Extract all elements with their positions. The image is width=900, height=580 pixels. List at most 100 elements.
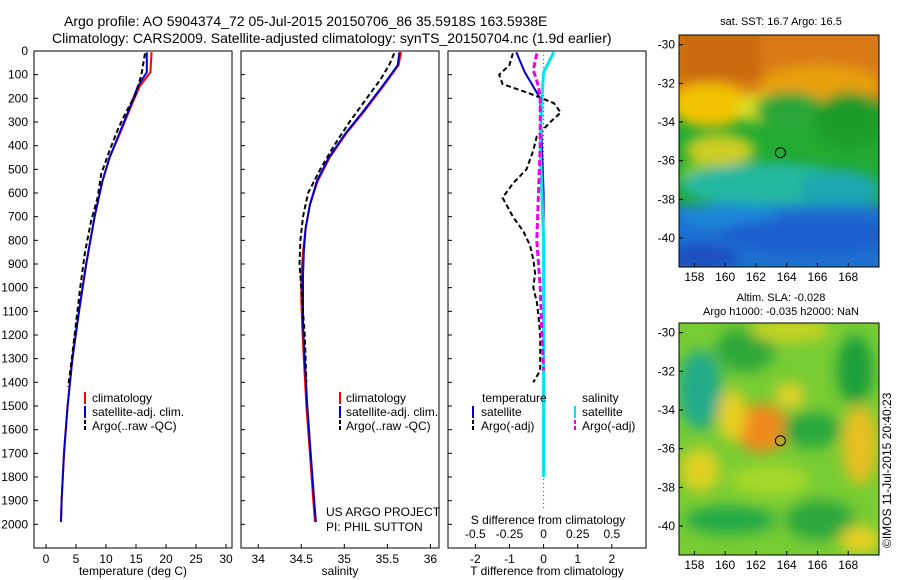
legend-salinity-heading: salinity (582, 391, 619, 405)
series-satellite-adj-clim- (60, 52, 148, 523)
lon-tick-label: 158 (684, 558, 704, 572)
depth-tick-label: 0 (21, 44, 28, 58)
depth-tick-label: 200 (8, 91, 28, 105)
x-tick-label: 35.5 (376, 552, 400, 566)
sla-axes (678, 322, 880, 556)
depth-tick-label: 1000 (1, 281, 28, 295)
legend-salinity-satellite: satellite (582, 405, 623, 419)
legend-temperature-heading: temperature (482, 391, 547, 405)
lon-tick-label: 164 (777, 270, 797, 284)
depth-tick-label: 400 (8, 139, 28, 153)
depth-tick-label: 1700 (1, 446, 28, 460)
x-tick-label: 2 (609, 552, 616, 566)
lat-tick-label: -38 (658, 192, 676, 206)
series-temperature-argo-adj- (498, 53, 563, 383)
lon-tick-label: 166 (807, 270, 827, 284)
lon-tick-label: 160 (715, 270, 735, 284)
lat-tick-label: -40 (658, 519, 676, 533)
series-climatology (300, 52, 403, 523)
depth-tick-label: 300 (8, 115, 28, 129)
x-tick-label: 10 (99, 552, 113, 566)
legend-satellite: satellite-adj. clim. (346, 405, 438, 419)
legend-climatology: climatology (346, 391, 406, 405)
lon-tick-label: 164 (777, 558, 797, 572)
lon-tick-label: 162 (746, 270, 766, 284)
sst-argo-location-marker (774, 147, 786, 159)
series-satellite-adj-clim- (302, 52, 401, 523)
sst-title: sat. SST: 16.7 Argo: 16.5 (720, 16, 842, 28)
lon-tick-label: 162 (746, 558, 766, 572)
x-tick-label: -2 (470, 552, 481, 566)
x-tick-label: 34 (252, 552, 266, 566)
lon-tick-label: 168 (838, 558, 858, 572)
depth-tick-label: 1100 (2, 304, 28, 318)
x-tick-label: 20 (159, 552, 173, 566)
lat-tick-label: -32 (658, 76, 676, 90)
lat-tick-label: -38 (658, 480, 676, 494)
depth-tick-label: 1400 (1, 375, 28, 389)
x-tick-label: 5 (73, 552, 80, 566)
salinity-diff-tick-label: -0.25 (496, 527, 524, 541)
series-argo-raw-qc- (67, 53, 146, 388)
x-tick-label: 1 (574, 552, 581, 566)
lat-tick-label: -34 (658, 115, 676, 129)
temperature-legend: climatology satellite-adj. clim. Argo(..… (84, 391, 184, 433)
climatology-title: Climatology: CARS2009. Satellite-adjuste… (52, 30, 612, 46)
sst-axes (678, 34, 880, 268)
lat-tick-label: -30 (658, 38, 676, 52)
project-name: US ARGO PROJECT (326, 505, 441, 519)
depth-tick-label: 2000 (1, 517, 28, 531)
lon-tick-label: 158 (684, 270, 704, 284)
sla-heatmap (679, 323, 879, 555)
lat-tick-label: -36 (658, 442, 676, 456)
salinity-axes (240, 50, 440, 549)
legend-temperature-argo: Argo(-adj) (481, 419, 534, 433)
series-climatology (60, 52, 153, 523)
legend-salinity-argo: Argo(-adj) (582, 419, 635, 433)
salinity-xlabel: salinity (322, 564, 359, 578)
lat-tick-label: -40 (658, 231, 676, 245)
x-tick-label: 35 (338, 552, 352, 566)
depth-tick-label: 1500 (1, 399, 28, 413)
temperature-axes (33, 50, 233, 549)
legend-satellite: satellite-adj. clim. (92, 405, 184, 419)
temperature-xlabel: temperature (deg C) (79, 564, 187, 578)
lat-tick-label: -30 (658, 326, 676, 340)
lat-tick-label: -36 (658, 154, 676, 168)
x-tick-label: 15 (129, 552, 143, 566)
depth-tick-label: 900 (8, 257, 28, 271)
lat-tick-label: -32 (658, 364, 676, 378)
x-tick-label: 34.5 (290, 552, 314, 566)
salinity-diff-tick-label: -0.5 (465, 527, 486, 541)
principal-investigator: PI: PHIL SUTTON (326, 520, 423, 534)
lon-tick-label: 166 (807, 558, 827, 572)
salinity-diff-tick-label: 0.25 (566, 527, 590, 541)
depth-tick-label: 600 (8, 186, 28, 200)
series-salinity-argo-adj- (531, 53, 546, 371)
legend-temperature-satellite: satellite (481, 405, 522, 419)
legend-climatology: climatology (92, 391, 152, 405)
lat-tick-label: -34 (658, 403, 676, 417)
imos-credit: ©IMOS 11-Jul-2015 20:40:23 (880, 392, 894, 548)
x-tick-label: 0 (540, 552, 547, 566)
series-argo-raw-qc- (298, 53, 396, 383)
depth-tick-label: 1600 (1, 423, 28, 437)
difference-legend: temperature satellite Argo(-adj) salinit… (472, 391, 635, 433)
lon-tick-label: 168 (838, 270, 858, 284)
salinity-legend: climatology satellite-adj. clim. Argo(..… (339, 391, 438, 433)
difference-xlabel: T difference from climatology (470, 564, 624, 578)
depth-tick-label: 1800 (1, 470, 28, 484)
sla-subtitle: Argo h1000: -0.035 h2000: NaN (703, 306, 859, 318)
sla-argo-location-marker (774, 435, 786, 447)
depth-tick-label: 700 (8, 210, 28, 224)
salinity-diff-tick-label: 0 (540, 527, 547, 541)
x-tick-label: 36 (424, 552, 438, 566)
depth-tick-label: 1900 (1, 494, 28, 508)
depth-tick-label: 500 (8, 162, 28, 176)
sst-heatmap (679, 35, 879, 267)
profile-title: Argo profile: AO 5904374_72 05-Jul-2015 … (64, 13, 547, 29)
x-tick-label: -1 (504, 552, 515, 566)
depth-tick-label: 1300 (1, 352, 28, 366)
sla-title: Altim. SLA: -0.028 (737, 292, 826, 304)
